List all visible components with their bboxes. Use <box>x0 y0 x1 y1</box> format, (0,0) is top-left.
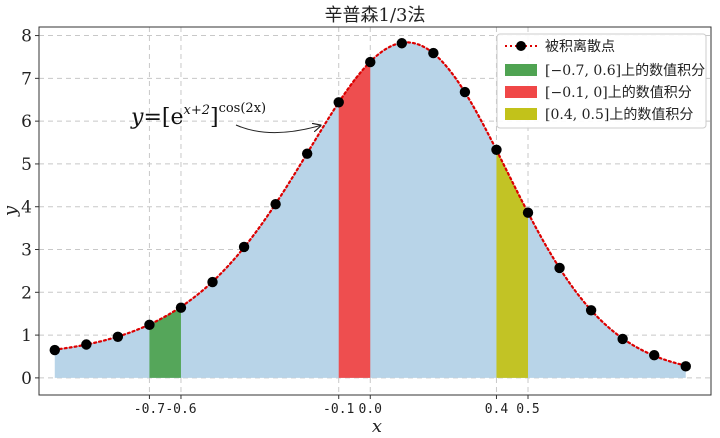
data-point <box>649 350 660 361</box>
legend-swatch-red <box>505 86 537 98</box>
data-point <box>554 262 565 274</box>
data-point <box>112 331 124 343</box>
legend-item-green: [−0.7, 0.6]上的数值积分 <box>505 63 705 79</box>
y-tick-label: 1 <box>21 326 32 346</box>
formula-annotation: y=[ex+2]cos(2x) <box>130 101 321 134</box>
y-tick-label: 7 <box>21 69 32 89</box>
x-tick-label: -0.6 <box>165 402 196 417</box>
chart-title: 辛普森1/3法 <box>325 5 426 26</box>
legend-label-red: [−0.1, 0]上的数值积分 <box>545 85 692 101</box>
legend-swatch-yellow <box>505 108 537 120</box>
data-point <box>396 38 408 49</box>
area-fills <box>54 42 686 378</box>
legend-item-points: 被积离散点 <box>505 38 615 55</box>
legend: 被积离散点 [−0.7, 0.6]上的数值积分 [−0.1, 0]上的数值积分 … <box>496 33 707 129</box>
legend-label-green: [−0.7, 0.6]上的数值积分 <box>545 63 705 79</box>
y-tick-label: 4 <box>21 198 32 218</box>
legend-box <box>496 33 707 129</box>
formula-base: [e <box>162 105 184 130</box>
integral-region-2 <box>338 61 371 378</box>
y-tick-label: 0 <box>21 369 32 389</box>
legend-label-yellow: [0.4, 0.5]上的数值积分 <box>545 107 693 123</box>
data-point <box>491 144 502 156</box>
data-point <box>238 241 250 253</box>
y-axis-label: y <box>0 205 21 217</box>
y-tick-label: 2 <box>21 283 32 303</box>
y-axis-ticks: 0 1 2 3 4 5 6 7 8 <box>21 27 39 389</box>
data-point <box>175 302 187 313</box>
data-point <box>459 86 471 98</box>
data-point <box>428 47 439 59</box>
svg-text:y=[ex+2]cos(2x): y=[ex+2]cos(2x) <box>130 101 266 130</box>
data-point <box>680 361 691 372</box>
formula-exponent: x+2 <box>183 103 210 118</box>
x-tick-label: -0.1 <box>323 402 354 417</box>
x-axis-ticks: -0.7 -0.6 -0.1 0.0 0.4 0.5 <box>134 395 540 417</box>
formula-close-bracket: ] <box>210 105 219 130</box>
point-layer <box>49 38 691 372</box>
legend-swatch-green <box>505 64 537 76</box>
annotation-arrow <box>235 125 321 134</box>
integral-region-1 <box>149 306 181 378</box>
legend-item-yellow: [0.4, 0.5]上的数值积分 <box>505 107 693 123</box>
x-axis-label: x <box>372 416 382 437</box>
integral-region-3 <box>496 150 529 378</box>
data-point <box>144 319 155 331</box>
x-tick-label: -0.7 <box>134 402 165 417</box>
plot-frame <box>38 26 712 396</box>
y-tick-label: 8 <box>21 27 32 47</box>
formula-outer-exponent: cos(2x) <box>219 101 267 116</box>
data-point <box>207 276 218 288</box>
data-point <box>81 339 92 350</box>
data-point <box>270 198 281 210</box>
data-point <box>365 56 376 68</box>
legend-label-points: 被积离散点 <box>545 38 615 55</box>
data-point <box>617 333 628 345</box>
x-tick-label: 0.0 <box>359 402 382 417</box>
legend-item-red: [−0.1, 0]上的数值积分 <box>505 85 692 101</box>
formula-y: y <box>130 105 144 130</box>
data-point <box>301 148 313 159</box>
formula-equals: = <box>143 105 161 130</box>
data-point <box>585 305 597 316</box>
x-tick-label: 0.4 <box>485 402 509 417</box>
data-point <box>522 207 534 218</box>
y-tick-label: 6 <box>21 112 32 132</box>
data-point <box>333 97 344 108</box>
y-tick-label: 3 <box>21 241 32 261</box>
y-tick-label: 5 <box>21 155 32 175</box>
data-point <box>49 344 60 356</box>
legend-marker-swatch <box>516 41 526 51</box>
x-tick-label: 0.5 <box>516 402 539 417</box>
